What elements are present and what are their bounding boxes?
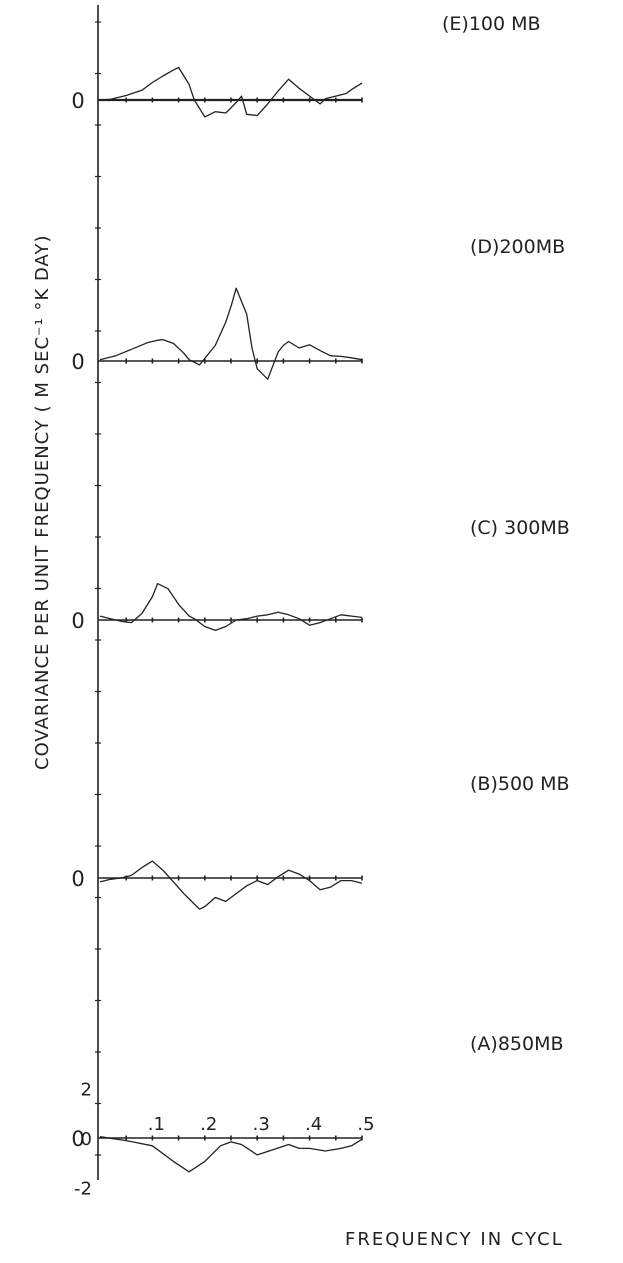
panel-0: 0 [71,66,363,118]
panel-4: 0 [71,1127,363,1173]
series-line [99,582,363,632]
y-tick-label: -2 [74,1178,92,1199]
labels: (E)100 MB (D)200MB (C) 300MB (B)500 MB (A)85… [74,13,570,1199]
panel-1: 0 [71,287,363,380]
zero-label: 0 [71,1127,84,1151]
y-tick-label: 0 [81,1129,92,1150]
panel-3: 0 [71,860,363,910]
panel-label: (A)850MB [470,1033,564,1055]
zero-label: 0 [71,350,84,374]
y-tick-label: 2 [81,1080,92,1101]
series-line [99,1136,363,1173]
y-axis-label: COVARIANCE PER UNIT FREQUENCY ( M SEC⁻¹ … [32,235,53,770]
x-tick-label: .5 [357,1114,374,1135]
series-line [99,66,363,118]
series-line [99,287,363,380]
panel-label: (E)100 MB [442,13,541,35]
x-axis-label: FREQUENCY IN CYCL [345,1229,564,1250]
series-line [99,860,363,910]
x-tick-label: .3 [253,1114,270,1135]
panel-2: 0 [71,582,363,633]
x-tick-label: .1 [148,1114,165,1135]
panel-label: (B)500 MB [470,773,570,795]
zero-label: 0 [71,89,84,113]
zero-label: 0 [71,867,84,891]
x-tick-label: .4 [305,1114,322,1135]
axes [95,5,101,1180]
panel-label: (D)200MB [470,236,565,258]
x-tick-label: .2 [200,1114,217,1135]
panel-label: (C) 300MB [470,517,570,539]
zero-label: 0 [71,609,84,633]
